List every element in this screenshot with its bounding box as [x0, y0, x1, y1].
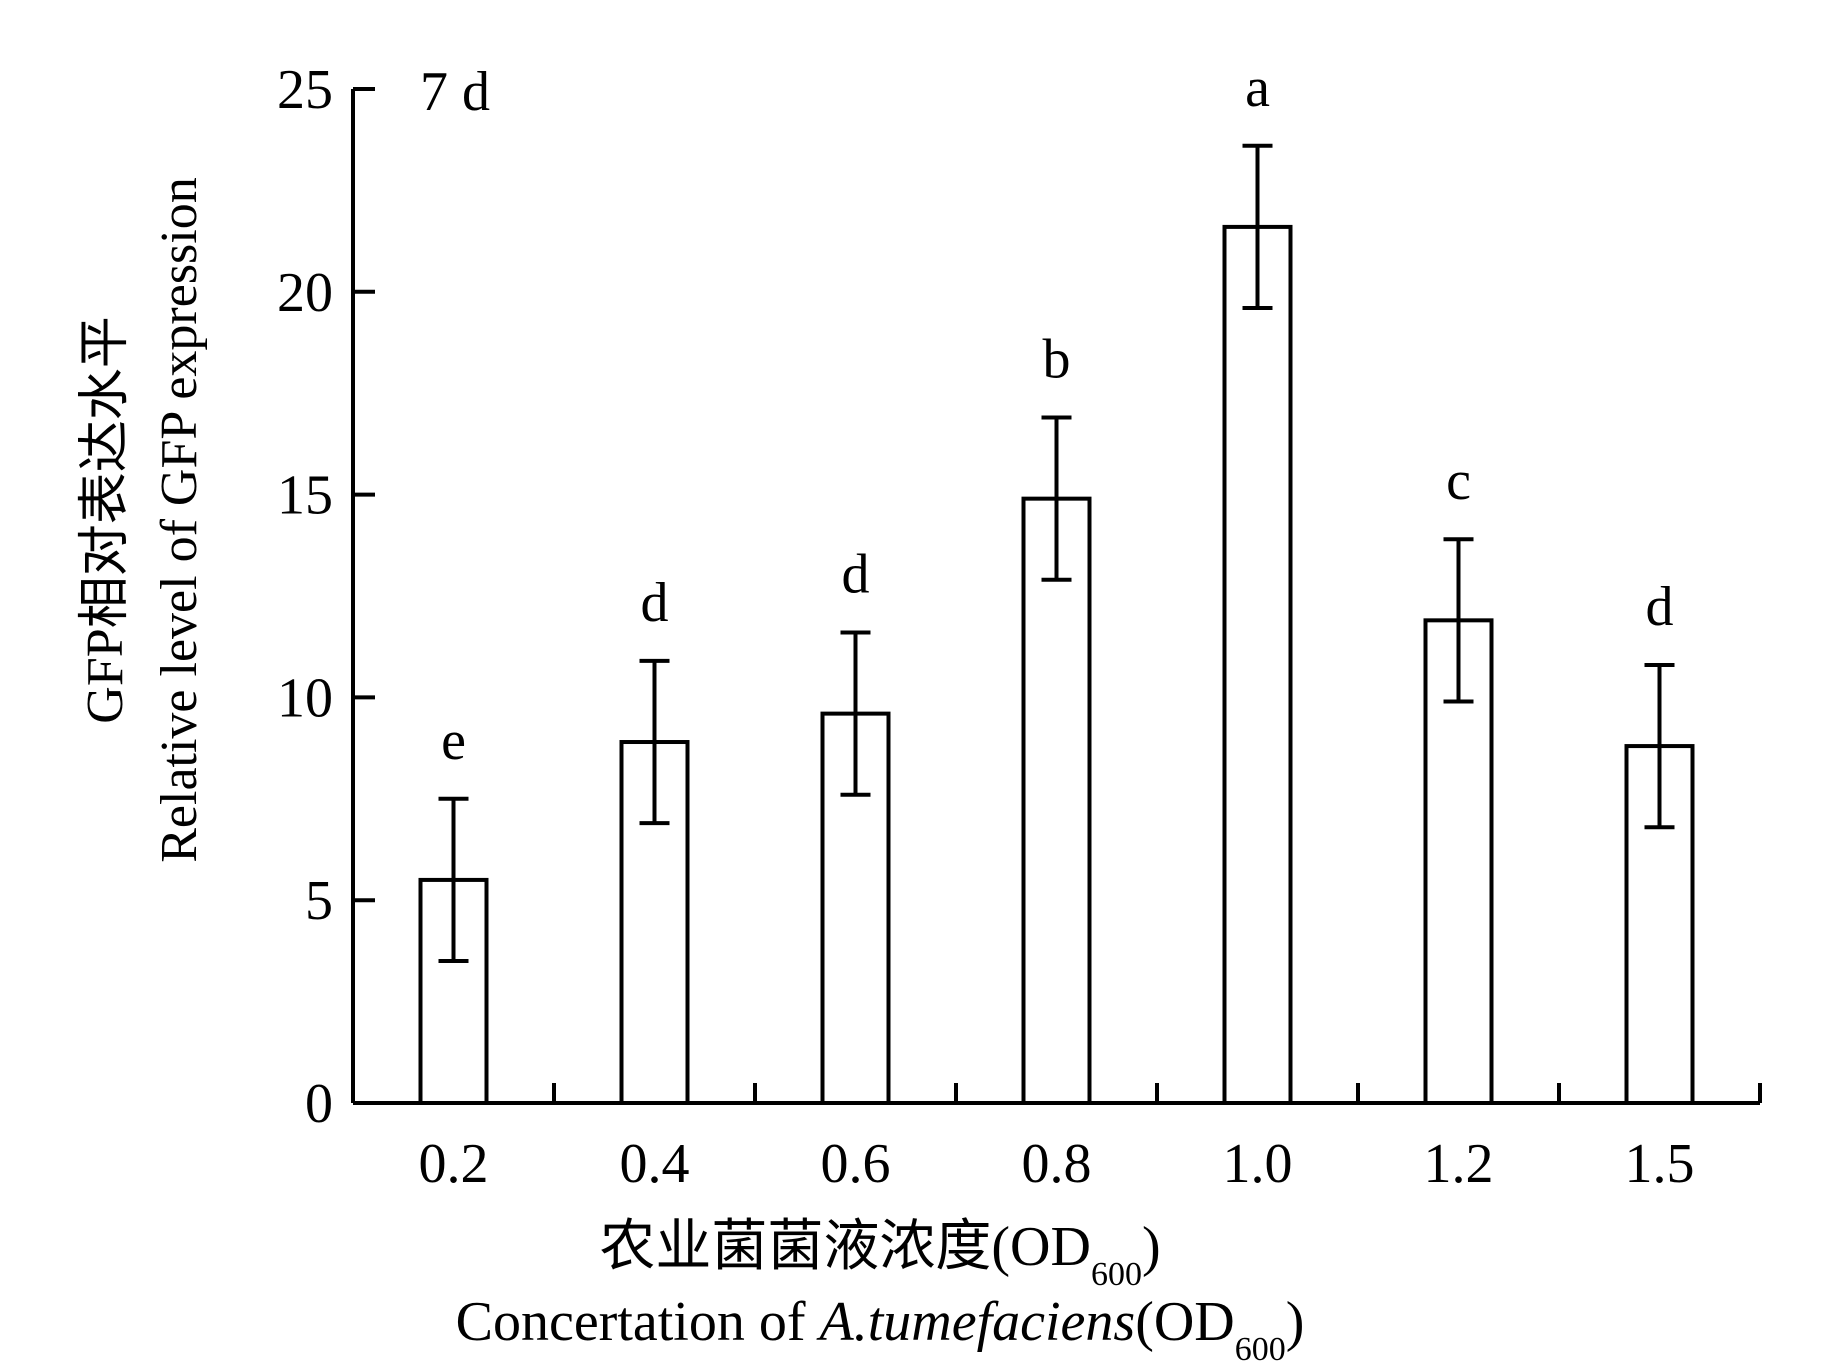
x-axis-title-cn-sub: 600 [1091, 1256, 1142, 1293]
x-axis-title-cn: 农业菌菌液浓度(OD600) [599, 1216, 1160, 1293]
x-tick-label: 0.2 [419, 1133, 489, 1195]
x-tick-label: 0.4 [620, 1133, 690, 1195]
x-axis-title-en: Concertation of A.tumefaciens(OD600) [456, 1291, 1305, 1368]
bar [1021, 496, 1092, 1105]
panel-label: 7 d [420, 61, 490, 123]
bars-layer: e d d b a c d [418, 57, 1695, 1106]
x-axis-title-en-suffix: (OD [1135, 1291, 1235, 1353]
x-tick-label: 1.0 [1223, 1133, 1293, 1195]
y-tick-label: 0 [305, 1073, 333, 1135]
y-tick-label: 5 [305, 870, 333, 932]
x-tick-label: 1.2 [1424, 1133, 1494, 1195]
labels-layer: 7 d GFP相对表达水平 Relative level of GFP expr… [77, 61, 1304, 1368]
significance-label: c [1446, 450, 1471, 512]
y-tick-label: 15 [277, 465, 333, 527]
significance-label: d [842, 544, 870, 606]
axes-layer: 0 5 10 15 20 25 0.2 0.4 0.6 0.8 1.0 1.2 1.5 [277, 59, 1762, 1195]
x-tick-label: 1.5 [1625, 1133, 1695, 1195]
x-axis-title-cn-close: ) [1142, 1216, 1161, 1278]
x-axis-title-en-close: ) [1286, 1291, 1305, 1353]
significance-label: a [1245, 57, 1270, 119]
y-tick-label: 25 [277, 59, 333, 121]
y-axis-title-en: Relative level of GFP expression [151, 177, 208, 863]
significance-label: d [641, 572, 669, 634]
y-tick-label: 20 [277, 262, 333, 324]
y-tick-label: 10 [277, 667, 333, 729]
x-axis-title-en-prefix: Concertation of [456, 1291, 820, 1353]
significance-label: b [1043, 329, 1071, 391]
y-axis-title-cn: GFP相对表达水平 [77, 316, 134, 723]
x-axis-title-en-sub: 600 [1235, 1331, 1286, 1368]
x-tick-label: 0.8 [1022, 1133, 1092, 1195]
significance-label: e [441, 710, 466, 772]
x-axis-title-cn-main: 农业菌菌液浓度(OD [599, 1216, 1091, 1278]
x-axis-title-en-italic: A.tumefaciens [816, 1291, 1136, 1353]
bar [1222, 224, 1293, 1106]
x-tick-label: 0.6 [821, 1133, 891, 1195]
significance-label: d [1646, 576, 1674, 638]
